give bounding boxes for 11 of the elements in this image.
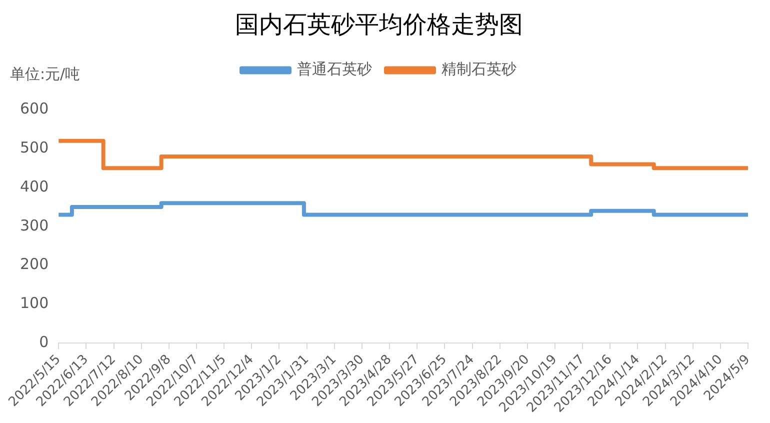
legend-label: 精制石英砂 xyxy=(442,60,516,78)
y-tick-label: 0 xyxy=(39,332,49,351)
y-tick-label: 400 xyxy=(20,177,49,196)
y-tick-label: 100 xyxy=(20,294,49,312)
y-tick-label: 300 xyxy=(20,216,49,234)
chart-title: 国内石英砂平均价格走势图 xyxy=(235,10,523,39)
y-tick-label: 200 xyxy=(20,255,49,274)
legend-label: 普通石英砂 xyxy=(297,60,372,78)
y-tick-label: 500 xyxy=(20,138,49,157)
y-axis-title: 单位:元/吨 xyxy=(10,64,80,83)
y-tick-label: 600 xyxy=(20,100,49,118)
